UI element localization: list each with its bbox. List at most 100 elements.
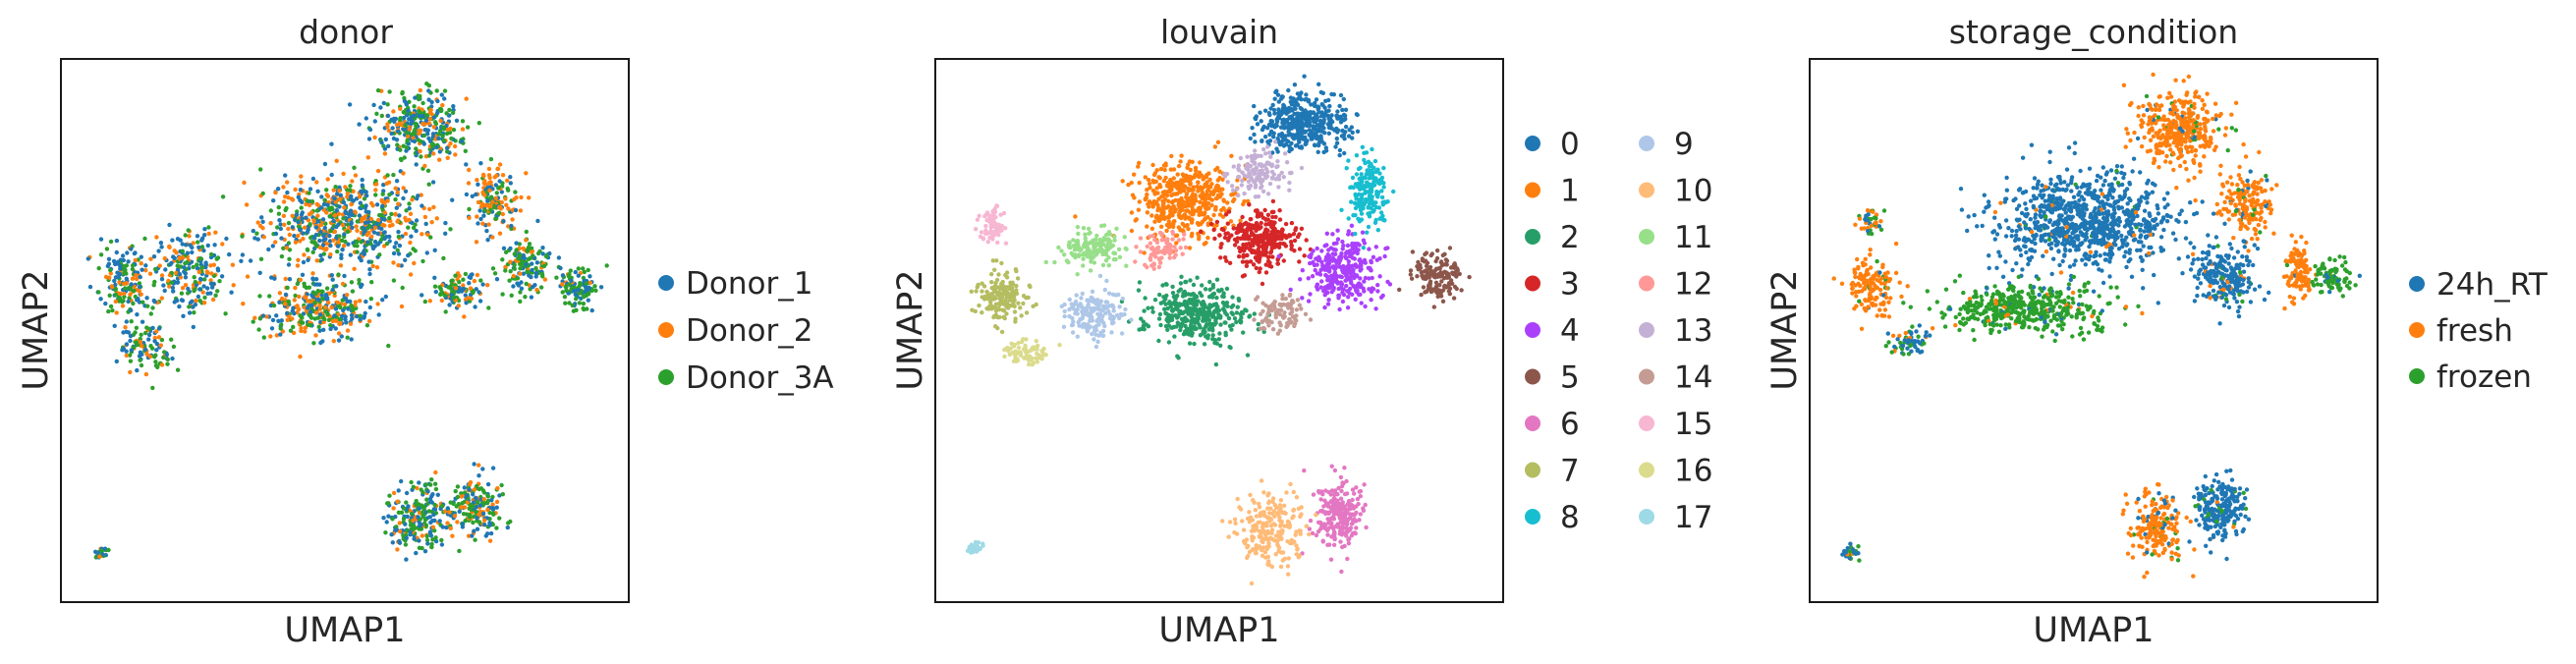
data-point	[488, 180, 493, 185]
data-point	[1438, 273, 1443, 279]
data-point	[353, 210, 358, 215]
data-point	[108, 304, 114, 309]
data-point	[1271, 131, 1276, 136]
data-point	[362, 249, 366, 254]
data-point	[560, 290, 565, 295]
data-point	[348, 252, 353, 257]
data-point	[476, 463, 481, 468]
data-point	[1245, 252, 1250, 258]
data-point	[1375, 289, 1380, 294]
data-point	[273, 190, 278, 195]
data-point	[1177, 214, 1182, 220]
data-point	[385, 198, 390, 203]
data-point	[1342, 116, 1348, 122]
data-point	[1342, 466, 1347, 470]
data-point	[1338, 92, 1344, 98]
data-point	[439, 537, 444, 543]
data-point	[396, 488, 401, 493]
data-point	[1299, 136, 1305, 140]
data-point	[1145, 224, 1149, 229]
data-point	[1316, 520, 1321, 525]
data-point	[115, 270, 120, 275]
data-point	[162, 288, 167, 294]
data-point	[581, 295, 587, 300]
data-point	[187, 310, 193, 315]
data-point	[1452, 261, 1457, 266]
x-axis-label: UMAP1	[284, 611, 405, 650]
data-point	[476, 199, 481, 205]
data-point	[1226, 209, 1232, 214]
data-point	[364, 299, 368, 304]
data-point	[1304, 92, 1309, 97]
data-point	[352, 165, 357, 170]
data-point	[281, 199, 287, 204]
data-point	[1331, 92, 1337, 97]
data-point	[193, 279, 197, 285]
data-point	[570, 303, 575, 308]
data-point	[1215, 193, 1221, 198]
data-point	[486, 305, 491, 310]
data-point	[135, 312, 140, 317]
data-point	[1434, 266, 1439, 271]
data-point	[434, 88, 439, 93]
data-point	[487, 521, 492, 526]
data-point	[420, 121, 425, 127]
data-point	[126, 299, 131, 304]
data-point	[1230, 198, 1236, 204]
data-point	[1187, 341, 1193, 346]
data-point	[513, 190, 518, 194]
data-point	[389, 117, 394, 123]
data-point	[500, 292, 505, 297]
data-point	[1255, 254, 1260, 259]
data-point	[439, 542, 445, 547]
data-point	[481, 213, 486, 218]
data-point	[1338, 120, 1344, 125]
data-point	[1241, 330, 1246, 335]
data-point	[1247, 234, 1252, 240]
data-point	[1354, 264, 1359, 269]
data-point	[1156, 206, 1161, 211]
data-point	[1214, 296, 1219, 301]
data-point	[1292, 238, 1298, 244]
data-point	[120, 304, 126, 308]
data-point	[1325, 517, 1330, 522]
data-point	[420, 510, 425, 515]
data-point	[1352, 491, 1357, 496]
data-point	[1190, 231, 1195, 237]
data-point	[1232, 316, 1238, 321]
data-point	[1170, 291, 1176, 296]
data-point	[425, 168, 431, 173]
data-point	[499, 190, 504, 194]
data-point	[372, 225, 378, 230]
data-point	[317, 312, 323, 317]
data-point	[1129, 228, 1135, 234]
data-point	[476, 520, 482, 526]
data-point	[340, 298, 345, 303]
data-point	[1192, 341, 1197, 347]
data-point	[1145, 188, 1149, 193]
data-point	[1313, 119, 1318, 125]
data-point	[1200, 219, 1205, 225]
data-point	[187, 304, 192, 309]
data-point	[1276, 107, 1281, 112]
data-point	[494, 526, 499, 530]
data-point	[385, 113, 391, 119]
data-point	[437, 157, 442, 162]
data-point	[244, 202, 250, 207]
data-point	[485, 198, 490, 203]
data-point	[512, 266, 517, 271]
data-point	[254, 231, 259, 236]
data-point	[389, 532, 394, 537]
data-point	[1213, 320, 1218, 325]
data-point	[1193, 195, 1198, 201]
data-point	[205, 270, 210, 275]
data-point	[1338, 510, 1343, 516]
data-point	[358, 313, 363, 318]
data-point	[114, 238, 120, 244]
data-point	[1186, 226, 1191, 232]
data-point	[318, 253, 323, 258]
data-point	[1231, 226, 1236, 231]
data-point	[174, 270, 179, 276]
data-point	[397, 243, 403, 249]
data-point	[533, 271, 538, 276]
